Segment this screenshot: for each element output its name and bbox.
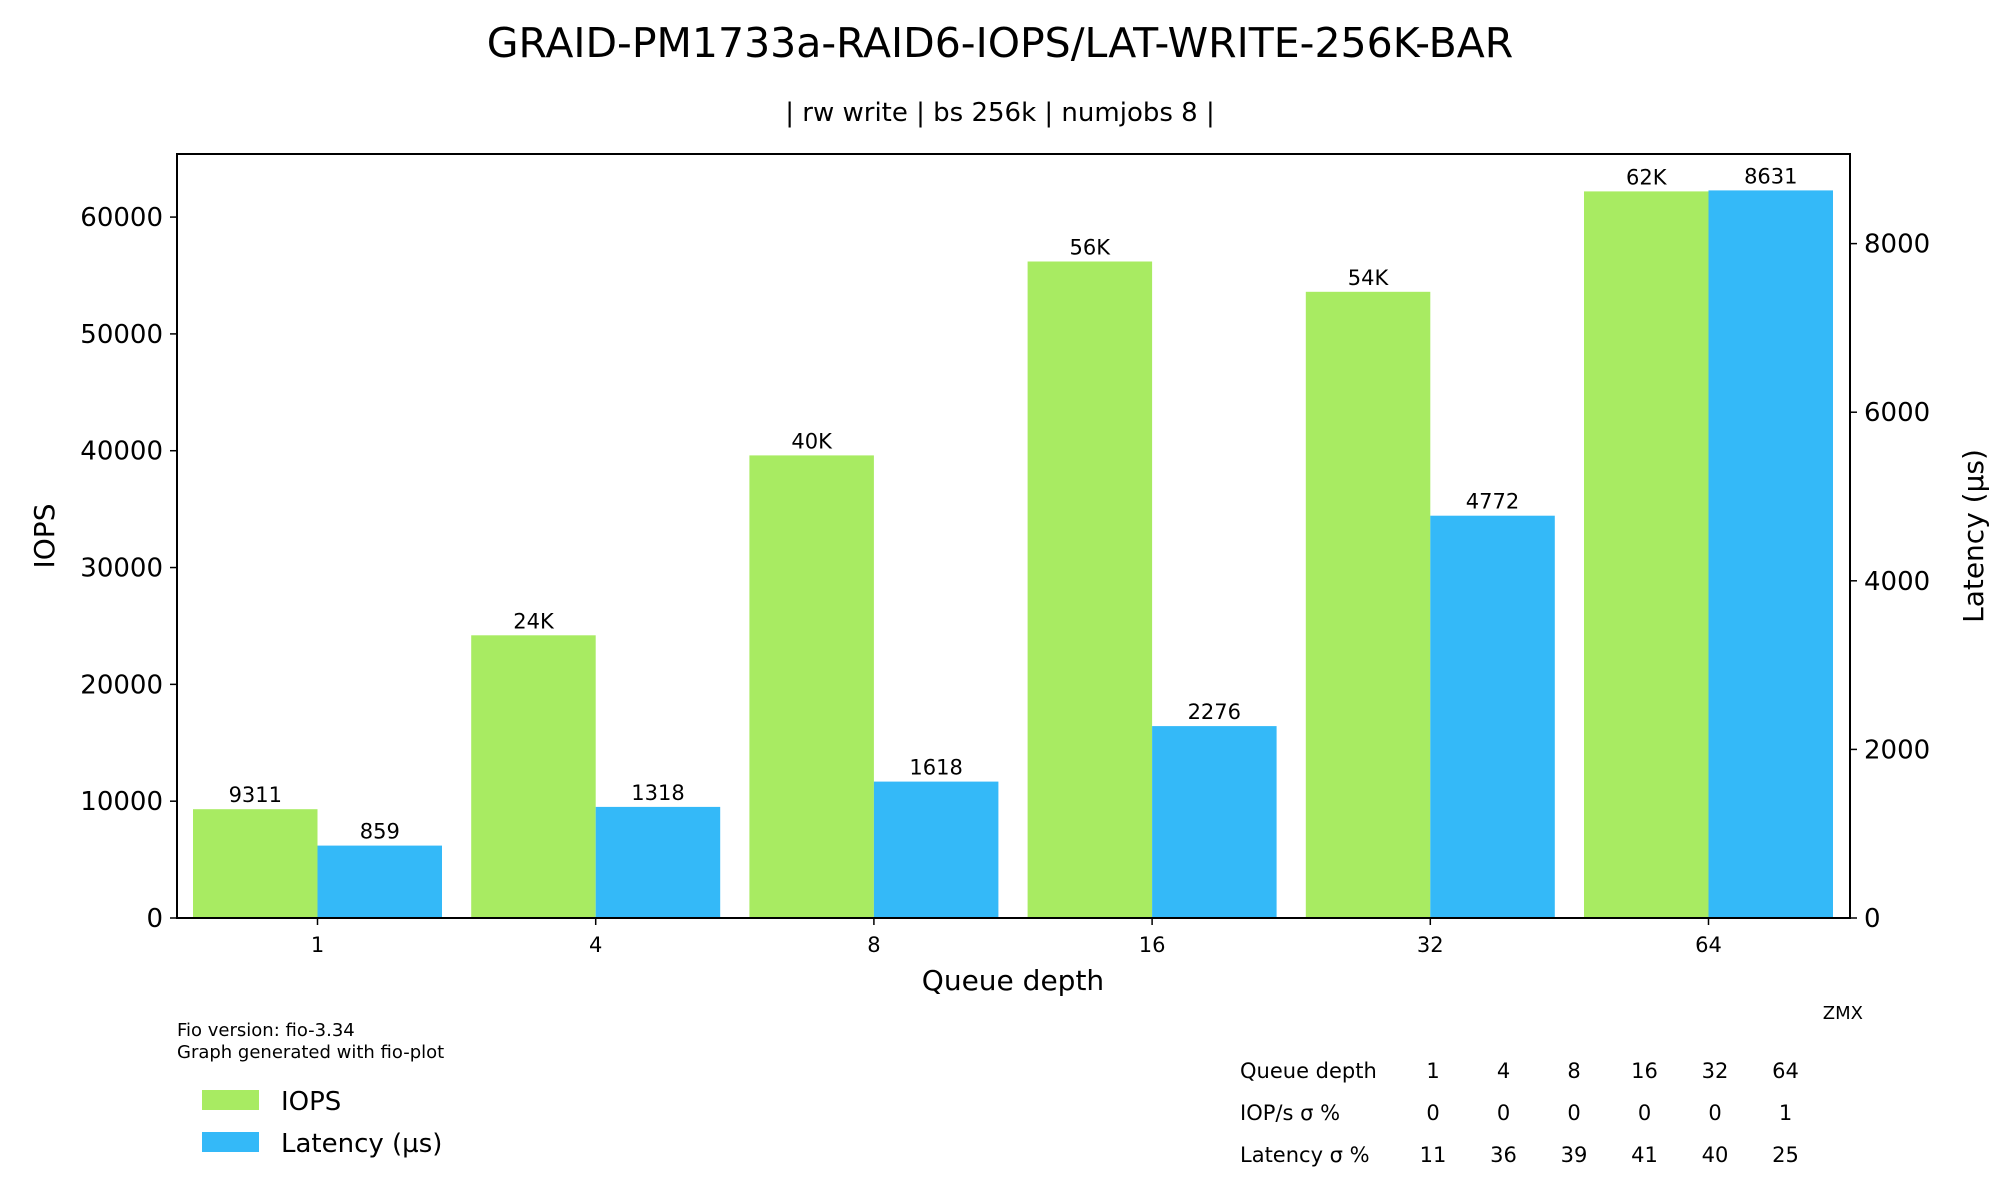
x-tick-label: 32 — [1417, 933, 1444, 957]
y-left-tick-label: 30000 — [80, 554, 163, 584]
bar-label-latency-qd32: 4772 — [1466, 490, 1519, 514]
bar-latency-qd8 — [873, 781, 999, 918]
bar-label-iops-qd32: 54K — [1348, 266, 1390, 290]
bar-latency-qd64 — [1708, 190, 1833, 918]
y-right-tick-label: 6000 — [1864, 398, 1930, 428]
footnote-generator: Graph generated with fio-plot — [177, 1042, 444, 1063]
bar-label-latency-qd8: 1618 — [909, 756, 962, 780]
stats-table: Queue depth 1 4 8 16 32 64 IOP/s σ % 0 0 0 0 0 1 Laten… — [1240, 1059, 1799, 1167]
y-axis-right-ticks: 0 2000 4000 6000 8000 — [1850, 230, 1930, 934]
plot-frame — [176, 153, 1851, 919]
stats-row-label: Latency σ % — [1240, 1143, 1370, 1167]
y-left-tick-label: 60000 — [80, 203, 163, 233]
chart-title: GRAID-PM1733a-RAID6-IOPS/LAT-WRITE-256K-… — [487, 19, 1514, 67]
y-left-tick-label: 10000 — [80, 787, 163, 817]
stats-cell: 39 — [1561, 1143, 1588, 1167]
x-axis-ticks: 1 4 8 16 32 64 — [311, 918, 1722, 957]
chart-subtitle: | rw write | bs 256k | numjobs 8 | — [785, 98, 1214, 128]
stats-cell: 16 — [1631, 1059, 1658, 1083]
bar-latency-qd16 — [1152, 726, 1277, 918]
y-axis-left-ticks: 0 10000 20000 30000 40000 50000 60000 — [80, 203, 177, 934]
bar-iops-qd1 — [193, 809, 318, 918]
y-axis-right-label: Latency (µs) — [1957, 449, 1990, 623]
stats-cell: 1 — [1779, 1101, 1792, 1125]
x-tick-label: 4 — [589, 933, 602, 957]
y-left-tick-label: 20000 — [80, 670, 163, 700]
stats-cell: 1 — [1426, 1059, 1439, 1083]
stats-cell: 4 — [1497, 1059, 1510, 1083]
x-tick-label: 8 — [867, 933, 880, 957]
bar-label-latency-qd4: 1318 — [631, 781, 684, 805]
stats-cell: 36 — [1490, 1143, 1517, 1167]
bar-label-iops-qd8: 40K — [791, 429, 833, 453]
footnote-version: Fio version: fio-3.34 — [177, 1020, 355, 1041]
x-tick-label: 1 — [311, 933, 324, 957]
y-right-tick-label: 2000 — [1864, 735, 1930, 765]
stats-cell: 40 — [1702, 1143, 1729, 1167]
bar-iops-qd64 — [1584, 191, 1709, 918]
bar-latency-qd32 — [1430, 515, 1555, 918]
stats-cell: 0 — [1638, 1101, 1651, 1125]
x-tick-label: 16 — [1139, 933, 1166, 957]
stats-cell: 11 — [1420, 1143, 1447, 1167]
stats-cell: 0 — [1567, 1101, 1580, 1125]
legend: IOPS Latency (µs) — [202, 1087, 442, 1159]
stats-cell: 64 — [1772, 1059, 1799, 1083]
stats-cell: 0 — [1708, 1101, 1721, 1125]
legend-swatch-latency — [202, 1132, 259, 1152]
stats-cell: 8 — [1567, 1059, 1580, 1083]
bar-label-latency-qd16: 2276 — [1188, 700, 1241, 724]
y-right-tick-label: 0 — [1864, 904, 1881, 934]
bar-iops-qd4 — [471, 635, 596, 918]
bar-labels-layer: 9311 859 24K 1318 40K 1618 56K 2276 54K 4772 62K 86… — [229, 164, 1798, 843]
y-right-tick-label: 4000 — [1864, 567, 1930, 597]
legend-label-latency: Latency (µs) — [281, 1129, 442, 1159]
bar-label-latency-qd1: 859 — [360, 820, 400, 844]
stats-row-label: IOP/s σ % — [1240, 1101, 1340, 1125]
stats-row-label: Queue depth — [1240, 1059, 1377, 1083]
y-right-tick-label: 8000 — [1864, 230, 1930, 260]
stats-cell: 0 — [1497, 1101, 1510, 1125]
bars-layer — [193, 190, 1833, 918]
bar-label-latency-qd64: 8631 — [1744, 164, 1797, 188]
stats-cell: 32 — [1702, 1059, 1729, 1083]
corner-text: ZMX — [1823, 1003, 1863, 1024]
bar-iops-qd16 — [1027, 261, 1153, 918]
bar-label-iops-qd64: 62K — [1626, 165, 1668, 189]
x-tick-label: 64 — [1695, 933, 1722, 957]
legend-swatch-iops — [202, 1090, 259, 1110]
stats-cell: 41 — [1631, 1143, 1658, 1167]
legend-label-iops: IOPS — [281, 1087, 341, 1117]
x-axis-label: Queue depth — [922, 964, 1104, 997]
bar-latency-qd1 — [317, 845, 442, 918]
bar-label-iops-qd16: 56K — [1070, 236, 1112, 260]
bar-label-iops-qd1: 9311 — [229, 783, 282, 807]
stats-cell: 25 — [1772, 1143, 1799, 1167]
bar-iops-qd32 — [1305, 291, 1431, 918]
bar-label-iops-qd4: 24K — [513, 609, 555, 633]
y-left-tick-label: 50000 — [80, 320, 163, 350]
y-left-tick-label: 40000 — [80, 437, 163, 467]
stats-cell: 0 — [1426, 1101, 1439, 1125]
bar-iops-qd8 — [749, 455, 874, 918]
y-left-tick-label: 0 — [146, 904, 163, 934]
bar-latency-qd4 — [595, 806, 721, 918]
y-axis-left-label: IOPS — [28, 504, 61, 569]
